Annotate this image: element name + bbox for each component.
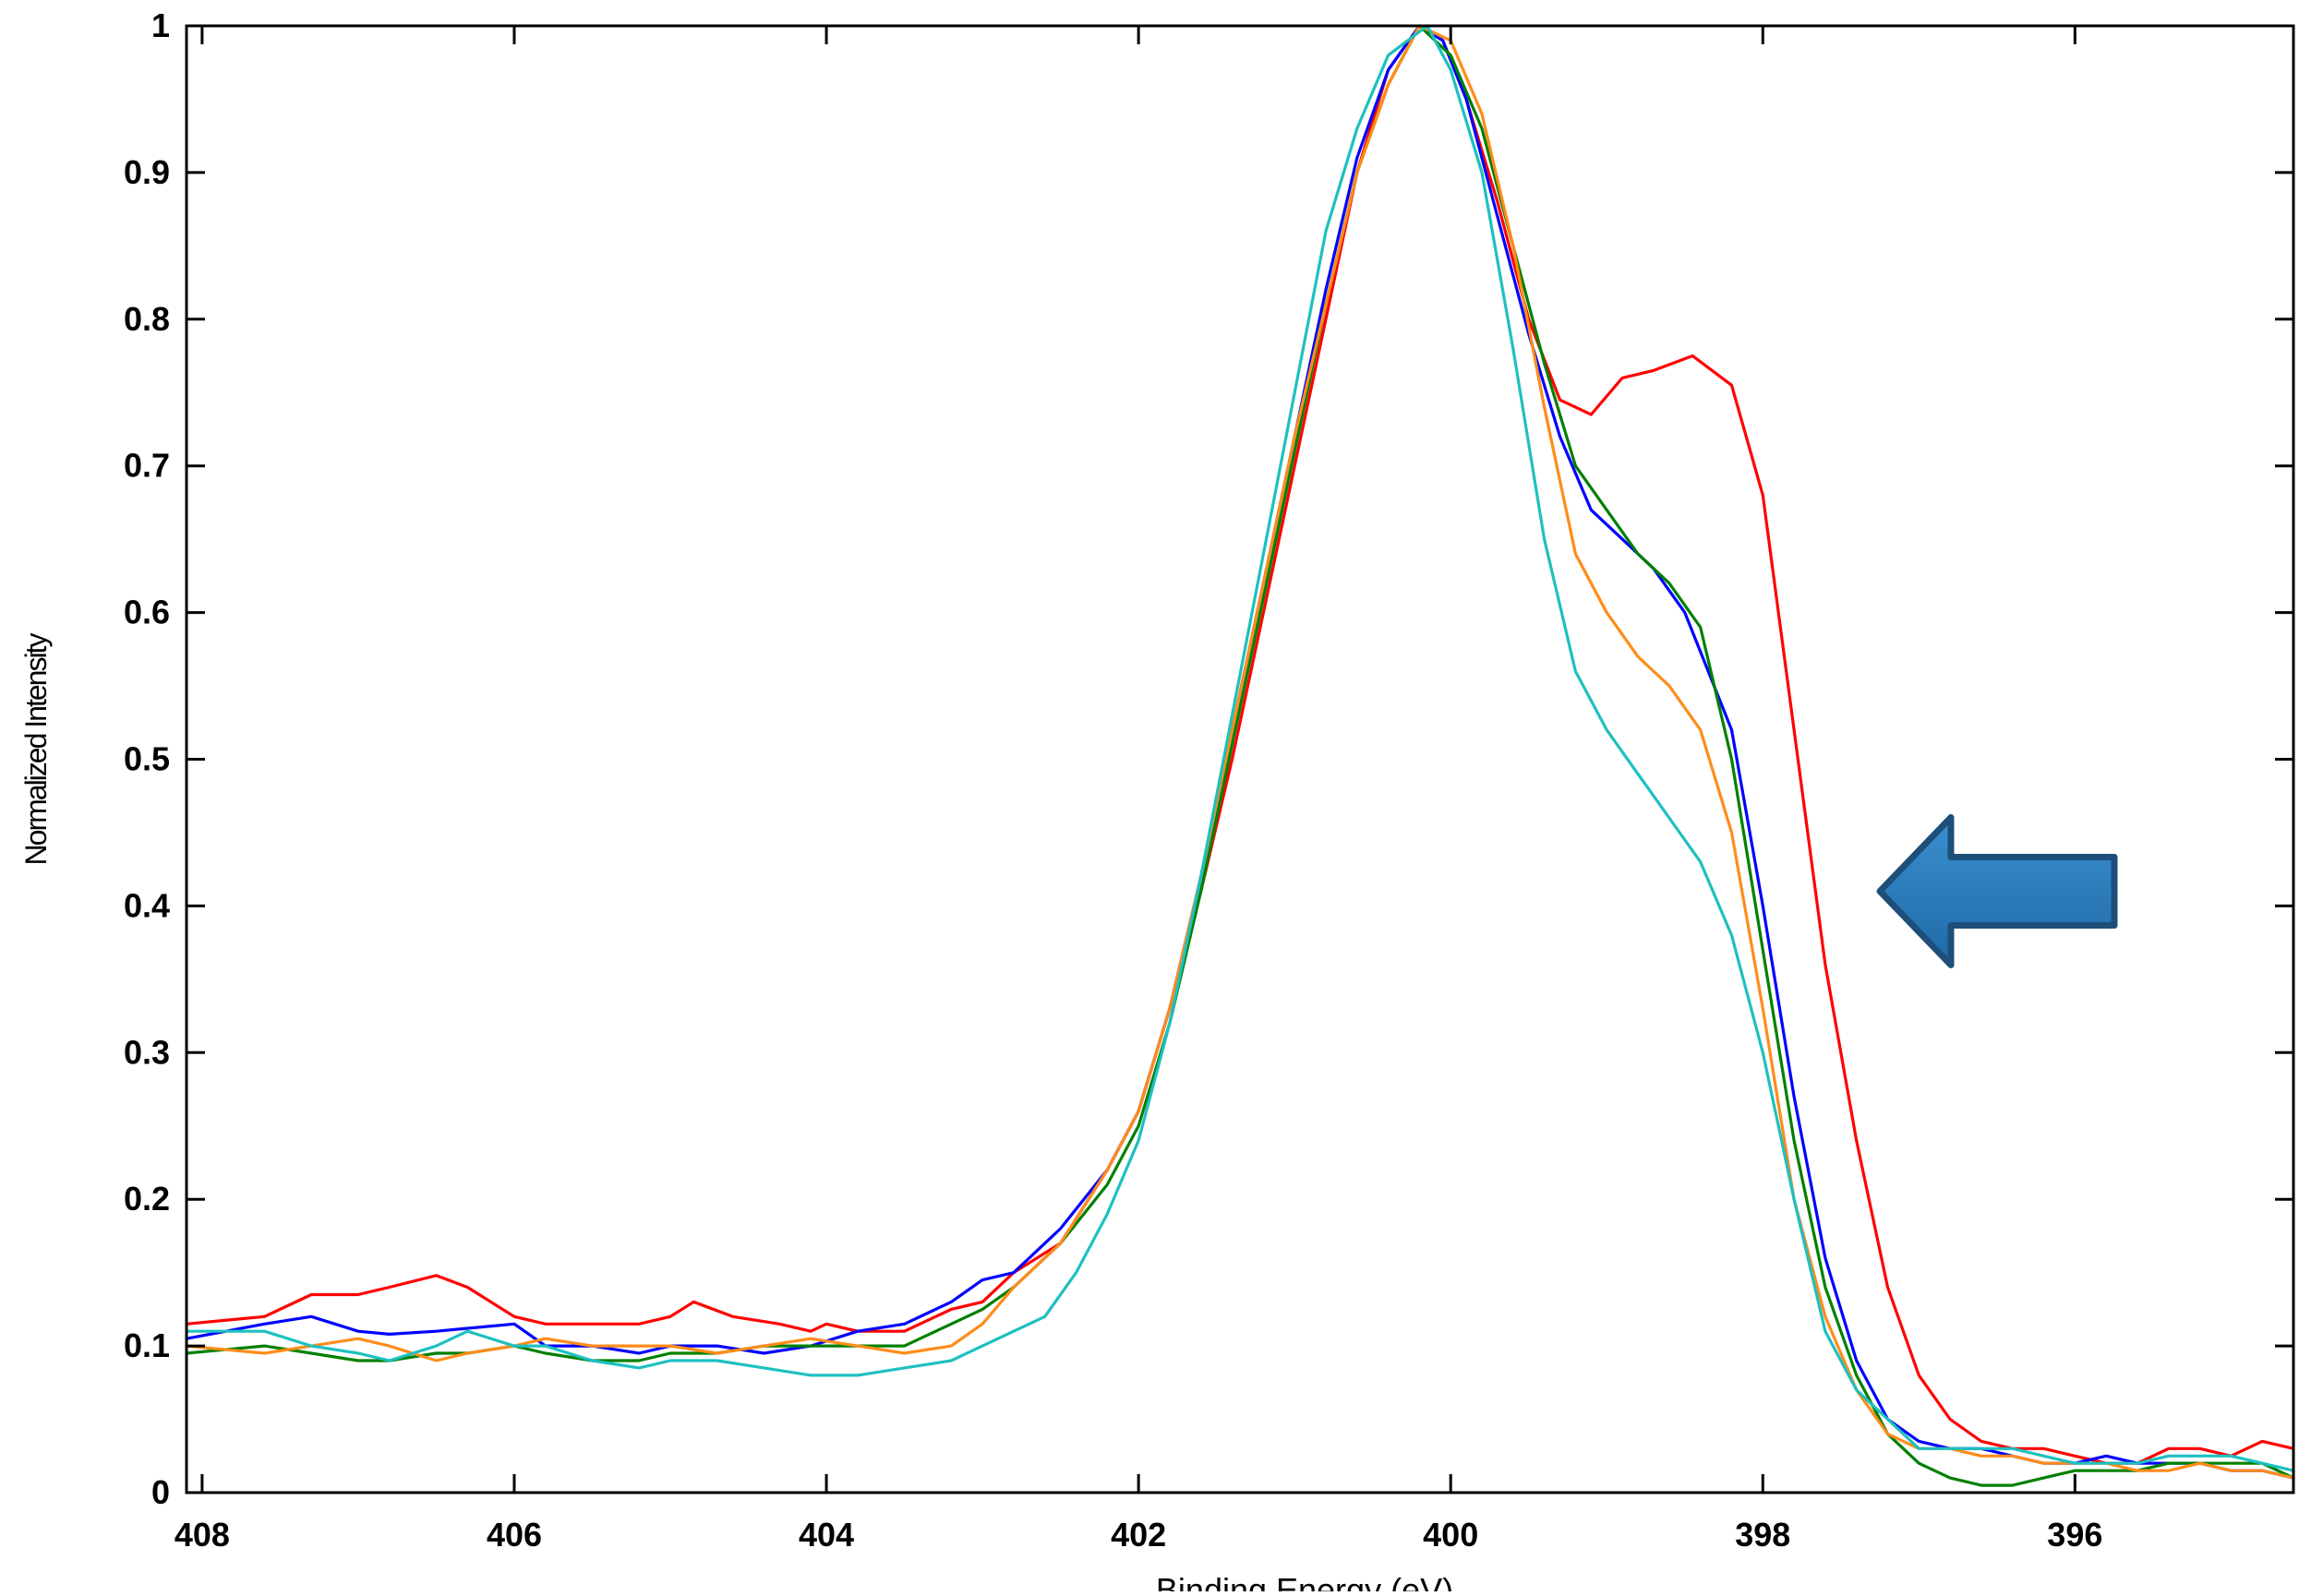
series-line-4 bbox=[185, 24, 2295, 1480]
y-tick-label: 0.1 bbox=[124, 1326, 170, 1364]
series-line-2 bbox=[185, 24, 2295, 1480]
y-axis-label: Normalized Intensity bbox=[19, 633, 53, 866]
y-tick-label: 0.4 bbox=[124, 886, 170, 924]
y-tick-label: 0.6 bbox=[124, 594, 170, 631]
x-tick-label: 396 bbox=[2047, 1516, 2102, 1554]
x-tick-label: 402 bbox=[1111, 1516, 1166, 1554]
x-tick-label: 408 bbox=[175, 1516, 230, 1554]
series-line-3 bbox=[185, 24, 2295, 1487]
y-tick-label: 1 bbox=[151, 6, 170, 44]
y-tick-label: 0.8 bbox=[124, 300, 170, 338]
y-tick-label: 0.7 bbox=[124, 447, 170, 485]
y-tick-label: 0.9 bbox=[124, 153, 170, 191]
x-tick-label: 398 bbox=[1735, 1516, 1790, 1554]
x-axis-label: Binding Energy (eV) bbox=[1156, 1571, 1453, 1591]
plot-area bbox=[185, 24, 2295, 1487]
axes: 408 406 404 402 400 398 396 0 0.1 0.2 0.3 0.4 0.5 0.6… bbox=[124, 6, 2295, 1554]
y-tick-label: 0 bbox=[151, 1473, 170, 1511]
x-tick-label: 404 bbox=[799, 1516, 854, 1554]
annotation-arrow bbox=[1876, 814, 2118, 968]
y-tick-label: 0.3 bbox=[124, 1033, 170, 1071]
series-line-1 bbox=[185, 24, 2295, 1465]
y-tick-label: 0.2 bbox=[124, 1180, 170, 1218]
annotations bbox=[1876, 814, 2118, 968]
series-line-5 bbox=[185, 24, 2295, 1472]
y-tick-label: 0.5 bbox=[124, 740, 170, 778]
plot-frame bbox=[185, 24, 2295, 1494]
x-tick-label: 406 bbox=[487, 1516, 542, 1554]
x-tick-label: 400 bbox=[1423, 1516, 1478, 1554]
